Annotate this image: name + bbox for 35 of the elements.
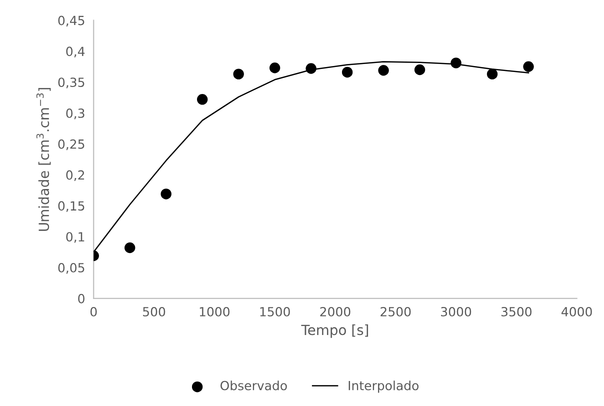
point	[523, 61, 534, 72]
y-tick-label: 0,35	[58, 78, 84, 88]
point	[196, 94, 208, 105]
x-tick-label: 2000	[320, 306, 350, 316]
y-tick-label: 0,4	[66, 46, 85, 58]
legend-label: Observado	[220, 380, 287, 390]
x-tick-label: 4000	[562, 306, 592, 316]
x-tick-label: 3500	[501, 306, 532, 316]
y-tick-label: 0,2	[66, 170, 84, 182]
x-axis-title: Tempo [s]	[301, 324, 368, 338]
point	[124, 242, 136, 254]
point	[306, 63, 316, 74]
y-tick-label: 0,15	[58, 201, 84, 212]
x-tick-label: 1000	[200, 306, 230, 316]
x-tick-label: 500	[143, 306, 166, 316]
y-tick-label: 0,05	[58, 262, 84, 274]
y-tick-label: 0,3	[66, 108, 84, 120]
point	[450, 58, 462, 68]
legend-label: Interpolado	[348, 380, 419, 393]
point	[414, 64, 426, 76]
point	[160, 188, 172, 200]
x-tick-label: 0	[90, 306, 97, 316]
y-tick-label: 0	[78, 294, 84, 304]
x-tick-label: 2500	[380, 306, 411, 316]
point	[233, 68, 244, 80]
point	[269, 62, 280, 74]
point	[378, 65, 389, 76]
x-tick-label: 3000	[441, 306, 472, 316]
y-tick-label: 0,25	[58, 139, 84, 150]
point	[486, 68, 498, 80]
x-tick-label: 1500	[260, 306, 290, 316]
y-tick-label: 0,1	[66, 232, 84, 243]
point	[342, 66, 353, 78]
y-tick-label: 0,45	[58, 16, 84, 26]
y-axis-title: Umidade [cm$^{3}$.cm$^{−3}$]	[36, 88, 51, 231]
